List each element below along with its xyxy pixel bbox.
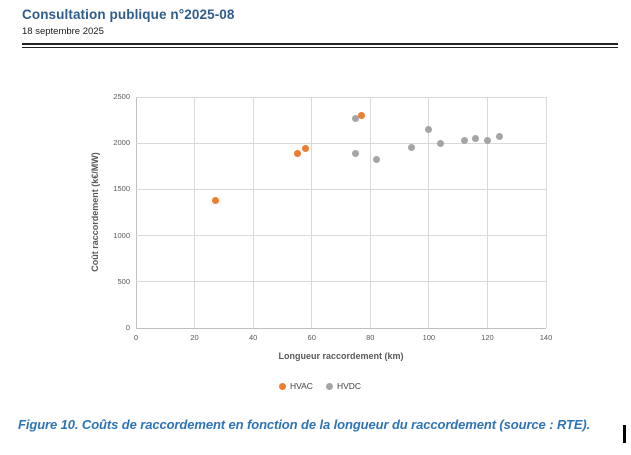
horizontal-gridline [136,96,546,98]
data-point-hvdc [437,139,445,147]
legend-swatch-hvdc [325,382,333,390]
data-point-hvdc [407,144,415,152]
data-point-hvdc [372,156,380,164]
data-point-hvdc [472,135,480,143]
vertical-gridline [545,97,547,328]
data-point-hvdc [483,136,491,144]
vertical-gridline [194,97,196,328]
data-point-hvac [302,145,310,153]
data-point-hvdc [352,114,360,122]
y-tick-label: 2000 [113,138,130,148]
y-tick-label: 1500 [113,184,130,194]
data-point-hvdc [495,133,503,141]
y-axis-title: Coût raccordement (k€/MW) [90,152,100,272]
header-divider [22,43,618,48]
x-tick-label: 140 [539,333,553,342]
data-point-hvdc [460,136,468,144]
x-tick-label: 100 [422,333,436,342]
data-point-hvdc [425,125,433,133]
page-date: 18 septembre 2025 [22,26,104,37]
x-axis-line [136,327,546,329]
horizontal-gridline [136,188,546,190]
vertical-gridline [428,97,430,328]
vertical-gridline [369,97,371,328]
x-axis-title: Longueur raccordement (km) [278,351,404,361]
data-point-hvdc [352,149,360,157]
figure-caption: Figure 10. Coûts de raccordement en fonc… [18,417,591,432]
horizontal-gridline [136,235,546,237]
y-axis-line [135,97,137,328]
y-tick-label: 0 [125,323,130,332]
chart-legend: HVAC HVDC [85,380,555,392]
vertical-gridline [252,97,254,328]
legend-item-hvac: HVAC [278,381,313,391]
legend-item-hvdc: HVDC [325,381,362,391]
x-tick-label: 40 [248,333,258,342]
x-tick-label: 80 [366,333,375,342]
x-tick-label: 60 [307,333,316,342]
horizontal-gridline [136,142,546,144]
page-title: Consultation publique n°2025-08 [22,7,235,22]
x-tick-label: 120 [481,333,494,342]
legend-label: HVAC [289,381,313,391]
data-point-hvac [211,196,219,204]
y-tick-label: 500 [117,276,130,286]
x-tick-label: 20 [190,333,199,342]
data-point-hvac [358,111,365,119]
plot-area [135,96,547,329]
vertical-gridline [311,97,313,328]
horizontal-gridline [136,281,546,283]
data-point-hvac [293,149,301,157]
y-tick-label: 2500 [113,92,130,101]
vertical-gridline [486,97,488,328]
x-tick-label: 0 [133,333,139,342]
text-cursor [623,425,626,443]
legend-label: HVDC [336,381,362,391]
y-tick-label: 1000 [113,230,130,240]
legend-swatch-hvac [278,382,286,390]
